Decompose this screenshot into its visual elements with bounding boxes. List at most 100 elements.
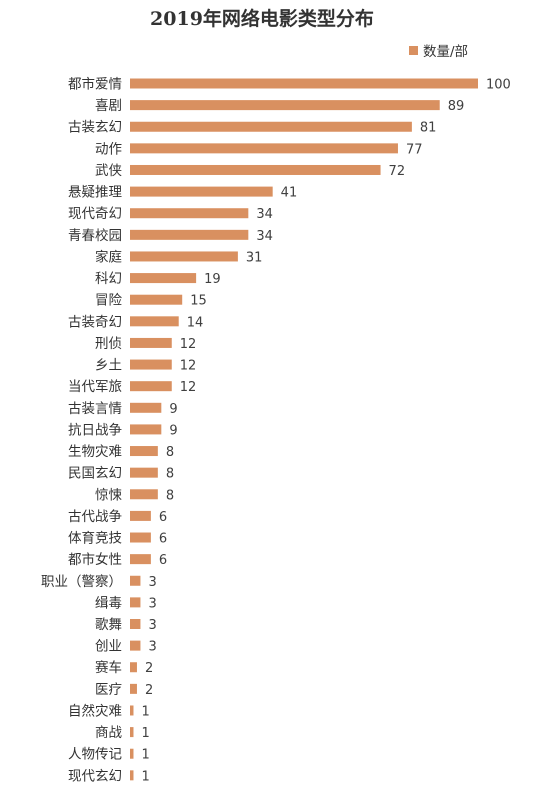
chart-title: 2019年网络电影类型分布 [150, 7, 374, 30]
value-label: 8 [166, 445, 174, 460]
value-label: 15 [190, 294, 207, 309]
category-label: 冒险 [95, 293, 122, 309]
value-label: 3 [148, 640, 156, 655]
bar [130, 164, 381, 175]
bar [130, 121, 412, 132]
bar [130, 316, 179, 327]
category-label: 体育竞技 [68, 530, 122, 547]
legend-label: 数量/部 [423, 44, 468, 60]
category-label: 人物传记 [68, 747, 122, 763]
category-label: 赛车 [95, 659, 122, 676]
category-label: 喜剧 [95, 98, 122, 114]
category-label: 动作 [95, 141, 122, 157]
value-label: 9 [169, 423, 177, 438]
category-label: 古代战争 [68, 509, 122, 525]
value-label: 77 [406, 142, 423, 157]
value-label: 8 [166, 488, 174, 503]
value-label: 12 [180, 359, 197, 374]
value-label: 12 [180, 337, 197, 352]
category-label: 都市女性 [68, 551, 122, 568]
category-label: 古装奇幻 [68, 313, 122, 330]
value-label: 1 [141, 748, 149, 763]
value-label: 19 [204, 272, 221, 287]
category-label: 悬疑推理 [68, 185, 122, 201]
category-label: 民国玄幻 [68, 465, 122, 482]
bar [130, 186, 273, 197]
bar [130, 273, 197, 284]
bar [130, 229, 249, 240]
bar [130, 294, 183, 305]
value-label: 72 [389, 164, 406, 179]
value-label: 6 [159, 532, 167, 547]
bar [130, 467, 158, 478]
value-label: 3 [148, 618, 156, 633]
bar [130, 683, 137, 694]
category-label: 武侠 [95, 163, 122, 179]
value-label: 34 [256, 207, 273, 222]
value-label: 8 [166, 467, 174, 482]
value-label: 6 [159, 553, 167, 568]
category-label: 当代军旅 [68, 379, 122, 395]
category-label: 古装言情 [68, 401, 122, 417]
bar [130, 705, 134, 716]
value-label: 2 [145, 683, 153, 698]
bar [130, 78, 478, 89]
bar [130, 489, 158, 500]
value-label: 3 [148, 596, 156, 611]
category-label: 抗日战争 [68, 422, 122, 438]
category-label: 自然灾难 [68, 702, 122, 719]
category-label: 现代玄幻 [68, 767, 122, 784]
bar [130, 337, 172, 348]
bar [130, 554, 151, 565]
category-label: 商战 [95, 725, 122, 741]
bar [130, 662, 137, 673]
value-label: 31 [246, 250, 263, 265]
bar [130, 597, 141, 608]
category-label: 古装玄幻 [68, 119, 122, 136]
bar [130, 143, 398, 154]
category-label: 现代奇幻 [68, 205, 122, 222]
bar [130, 748, 134, 759]
category-label: 科幻 [95, 271, 122, 287]
bar [130, 100, 440, 111]
bar [130, 532, 151, 543]
category-label: 缉毒 [95, 595, 122, 611]
bar [130, 251, 238, 262]
bar [130, 208, 249, 219]
value-label: 1 [141, 769, 149, 784]
category-label: 都市爱情 [68, 76, 122, 93]
bar [130, 381, 172, 392]
category-label: 生物灾难 [68, 443, 122, 460]
category-label: 职业（警察） [41, 573, 122, 590]
value-label: 100 [486, 78, 511, 93]
category-label: 刑侦 [95, 336, 122, 352]
bar [130, 402, 162, 413]
category-label: 医疗 [95, 682, 122, 698]
bar [130, 510, 151, 521]
value-label: 6 [159, 510, 167, 525]
value-label: 3 [148, 575, 156, 590]
value-label: 34 [256, 229, 273, 244]
category-label: 惊悚 [95, 487, 122, 503]
value-label: 14 [187, 315, 204, 330]
category-label: 乡土 [95, 358, 122, 374]
category-label: 歌舞 [95, 617, 122, 633]
value-label: 89 [448, 99, 465, 114]
bar [130, 359, 172, 370]
value-label: 2 [145, 661, 153, 676]
value-label: 81 [420, 121, 437, 136]
bar [130, 424, 162, 435]
bar [130, 446, 158, 457]
bar [130, 727, 134, 738]
value-label: 1 [141, 726, 149, 741]
bar [130, 770, 134, 781]
value-label: 41 [281, 186, 298, 201]
value-label: 9 [169, 402, 177, 417]
legend: 数量/部 [409, 44, 468, 60]
bar [130, 619, 141, 629]
category-label: 青春校园 [68, 227, 122, 244]
category-label: 家庭 [95, 248, 122, 265]
